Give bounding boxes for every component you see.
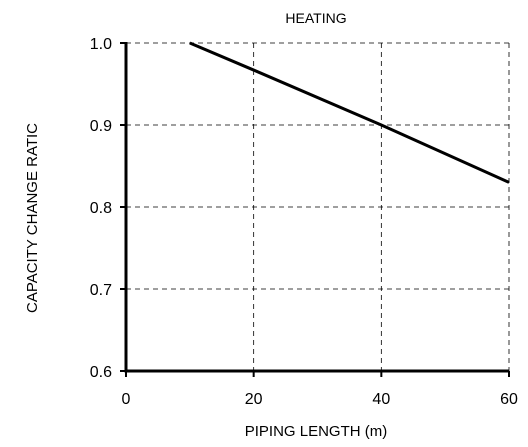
y-axis-title: CAPACITY CHANGE RATIC xyxy=(24,123,41,313)
grid xyxy=(126,42,510,371)
y-tick-label: 0.6 xyxy=(90,364,112,381)
chart-title: HEATING xyxy=(285,10,346,26)
y-tick-label: 0.9 xyxy=(90,118,112,135)
series-line xyxy=(189,41,510,184)
x-tick-label: 60 xyxy=(500,391,518,408)
y-tick-label: 0.7 xyxy=(90,282,112,299)
series-layer xyxy=(189,41,510,184)
x-tick-label: 0 xyxy=(122,391,131,408)
tick-labels: 0 20 40 60 0.6 0.7 0.8 0.9 1.0 xyxy=(90,36,518,408)
x-tick-label: 40 xyxy=(372,391,390,408)
x-tick-label: 20 xyxy=(245,391,263,408)
axes xyxy=(120,42,510,377)
y-tick-label: 1.0 xyxy=(90,36,112,53)
x-axis-title: PIPING LENGTH (m) xyxy=(245,423,388,440)
y-tick-label: 0.8 xyxy=(90,200,112,217)
